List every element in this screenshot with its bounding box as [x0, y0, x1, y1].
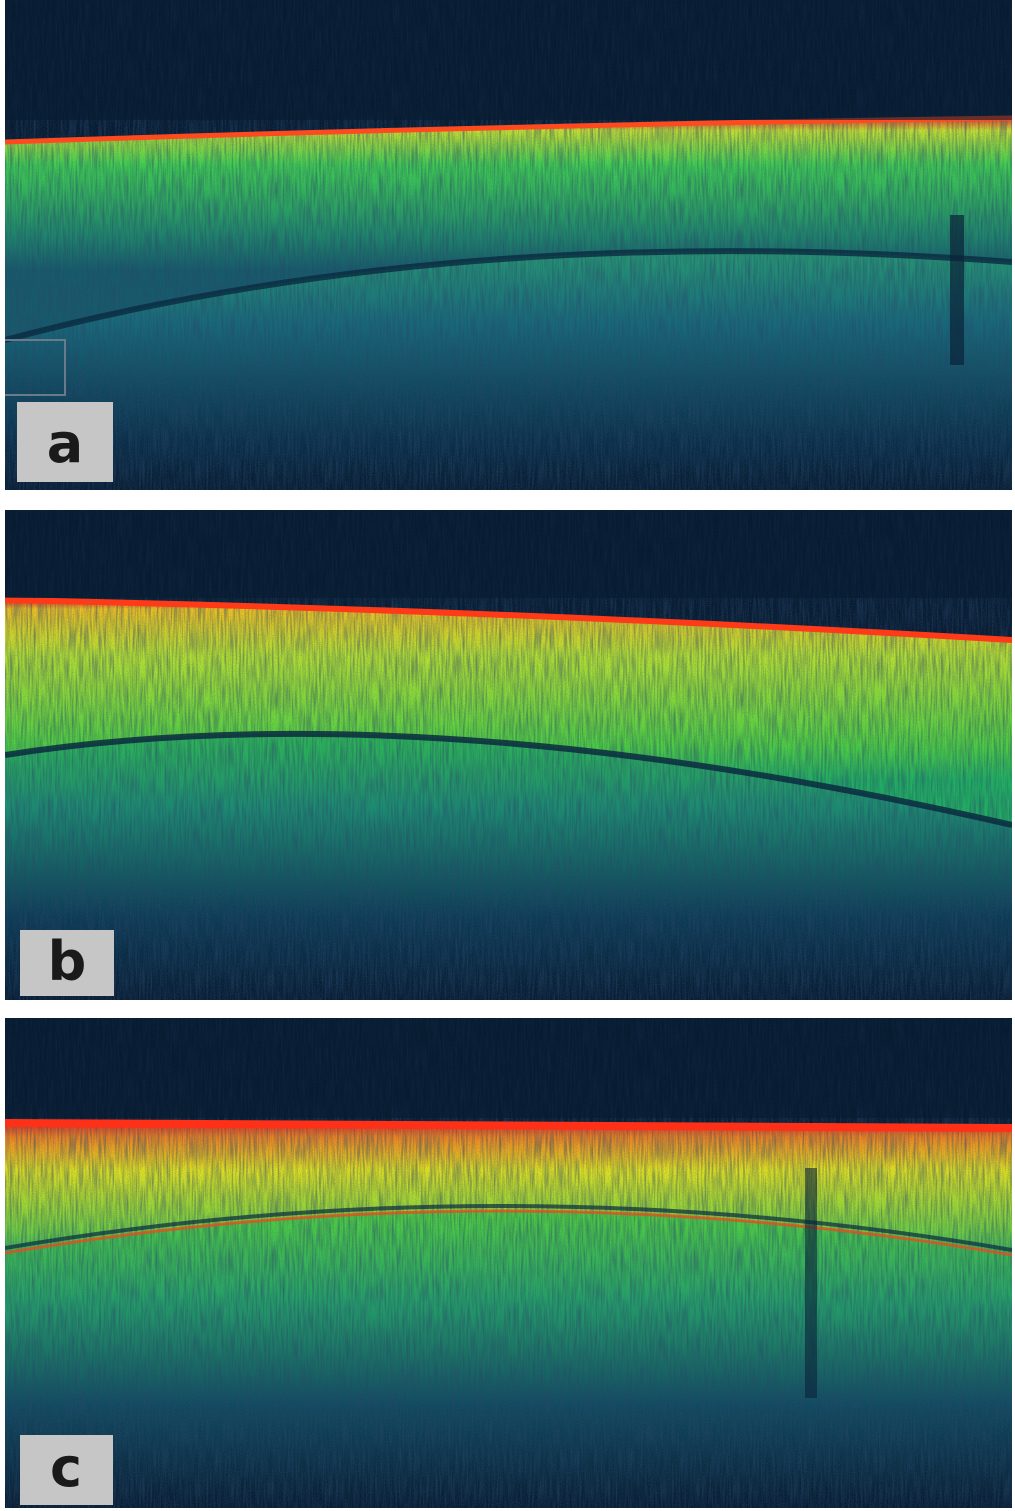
page: {"panels": [{"label": "a"}, {"label": "b… — [0, 0, 1015, 1511]
panel-a: a — [5, 0, 1012, 490]
top-dark — [5, 1018, 1012, 1118]
figure: a b c — [0, 0, 1015, 1511]
panel-label: a — [47, 412, 83, 475]
shadow — [950, 215, 964, 365]
top-dark — [5, 510, 1012, 598]
surface — [5, 1123, 1012, 1128]
shadow — [805, 1168, 817, 1398]
panel-c: c — [5, 1018, 1012, 1508]
panel-b: b — [5, 510, 1012, 1000]
top-dark — [5, 0, 1012, 120]
panel-label: b — [48, 930, 87, 993]
panel-label: c — [50, 1436, 82, 1499]
